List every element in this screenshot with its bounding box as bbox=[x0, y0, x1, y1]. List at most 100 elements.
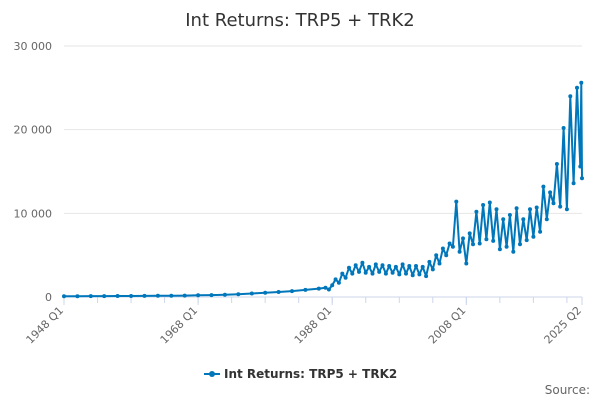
data-point bbox=[276, 290, 281, 294]
data-point bbox=[575, 85, 579, 90]
data-point bbox=[420, 264, 425, 269]
grid-layer bbox=[64, 45, 582, 214]
data-point bbox=[504, 244, 509, 249]
x-tick-label: 2025 Q2 bbox=[542, 304, 585, 347]
data-point bbox=[497, 247, 502, 252]
x-tick-label: 1948 Q1 bbox=[24, 304, 67, 347]
data-point bbox=[182, 293, 187, 298]
data-point bbox=[196, 293, 201, 298]
data-point bbox=[330, 283, 335, 288]
y-tick-label: 30 000 bbox=[14, 40, 53, 53]
data-point bbox=[528, 207, 532, 212]
data-point bbox=[440, 246, 445, 251]
data-point bbox=[447, 241, 452, 246]
data-point bbox=[222, 292, 227, 297]
data-point bbox=[484, 237, 489, 242]
data-point bbox=[544, 217, 549, 222]
data-point bbox=[481, 203, 486, 207]
y-tick-label: 20 000 bbox=[14, 124, 53, 137]
x-tick-label: 1968 Q1 bbox=[158, 304, 201, 347]
data-point bbox=[541, 184, 546, 189]
data-point bbox=[464, 261, 469, 266]
data-point bbox=[551, 201, 556, 206]
data-point bbox=[360, 260, 365, 265]
y-tick-label: 0 bbox=[45, 291, 52, 304]
data-point bbox=[578, 164, 583, 169]
data-point bbox=[471, 242, 475, 247]
data-point bbox=[62, 294, 66, 299]
data-point bbox=[316, 286, 321, 291]
series-line bbox=[64, 81, 583, 298]
data-point bbox=[347, 265, 351, 270]
data-point bbox=[548, 190, 553, 195]
data-point bbox=[370, 271, 375, 276]
data-point bbox=[390, 270, 395, 275]
data-point bbox=[410, 273, 415, 278]
data-point bbox=[564, 207, 569, 212]
data-point bbox=[387, 264, 392, 268]
data-point bbox=[380, 263, 385, 268]
data-point bbox=[417, 272, 422, 277]
data-point bbox=[142, 293, 147, 298]
x-tick-label: 2008 Q1 bbox=[426, 304, 469, 347]
data-point bbox=[249, 291, 254, 296]
data-point bbox=[263, 290, 268, 295]
data-point bbox=[236, 292, 241, 297]
data-point bbox=[507, 213, 512, 217]
axis-layer: 0 10 000 20 000 30 000 1948 Q1 1968 Q1 1988 Q1… bbox=[14, 40, 585, 346]
data-point bbox=[424, 274, 429, 279]
credits-text[interactable]: Source: bbox=[545, 383, 590, 397]
data-point bbox=[102, 294, 107, 299]
data-point bbox=[393, 264, 398, 269]
data-point bbox=[303, 287, 308, 292]
data-point bbox=[511, 249, 516, 254]
data-point bbox=[340, 271, 345, 276]
data-point bbox=[571, 181, 576, 186]
data-point bbox=[326, 287, 331, 292]
data-point bbox=[568, 94, 573, 99]
data-point bbox=[400, 262, 405, 267]
data-point bbox=[377, 269, 382, 274]
data-point bbox=[350, 271, 355, 276]
data-point bbox=[290, 289, 294, 294]
data-point bbox=[427, 259, 432, 264]
series-layer bbox=[62, 80, 584, 299]
data-point bbox=[467, 231, 472, 236]
data-point bbox=[524, 238, 529, 243]
legend-marker-swatch bbox=[209, 371, 215, 377]
data-point bbox=[561, 126, 566, 130]
data-point bbox=[437, 261, 442, 266]
data-point bbox=[501, 217, 506, 222]
data-point bbox=[367, 264, 372, 269]
data-point bbox=[75, 294, 80, 299]
data-point bbox=[487, 200, 492, 205]
data-point bbox=[580, 176, 584, 181]
data-point bbox=[474, 209, 479, 214]
data-point bbox=[461, 236, 465, 241]
legend[interactable]: Int Returns: TRP5 + TRK2 bbox=[204, 367, 397, 381]
data-point bbox=[494, 207, 499, 212]
data-point bbox=[115, 294, 120, 298]
data-point bbox=[434, 253, 439, 258]
data-point bbox=[343, 275, 348, 280]
data-point bbox=[383, 271, 388, 276]
data-point bbox=[404, 271, 408, 276]
data-point bbox=[477, 241, 482, 246]
legend-item-label[interactable]: Int Returns: TRP5 + TRK2 bbox=[224, 367, 397, 381]
data-point bbox=[363, 270, 368, 275]
data-point bbox=[518, 242, 522, 247]
data-point bbox=[457, 249, 462, 254]
chart-title: Int Returns: TRP5 + TRK2 bbox=[185, 10, 414, 31]
data-point bbox=[579, 80, 584, 85]
data-point bbox=[558, 204, 563, 209]
data-point bbox=[430, 267, 435, 272]
y-tick-label: 10 000 bbox=[14, 207, 53, 220]
data-point bbox=[538, 229, 543, 234]
data-point bbox=[333, 277, 338, 282]
x-tick-label: 1988 Q1 bbox=[292, 304, 335, 347]
data-point bbox=[450, 244, 455, 249]
data-point bbox=[534, 205, 539, 210]
data-point bbox=[357, 269, 361, 274]
data-point bbox=[323, 285, 328, 290]
